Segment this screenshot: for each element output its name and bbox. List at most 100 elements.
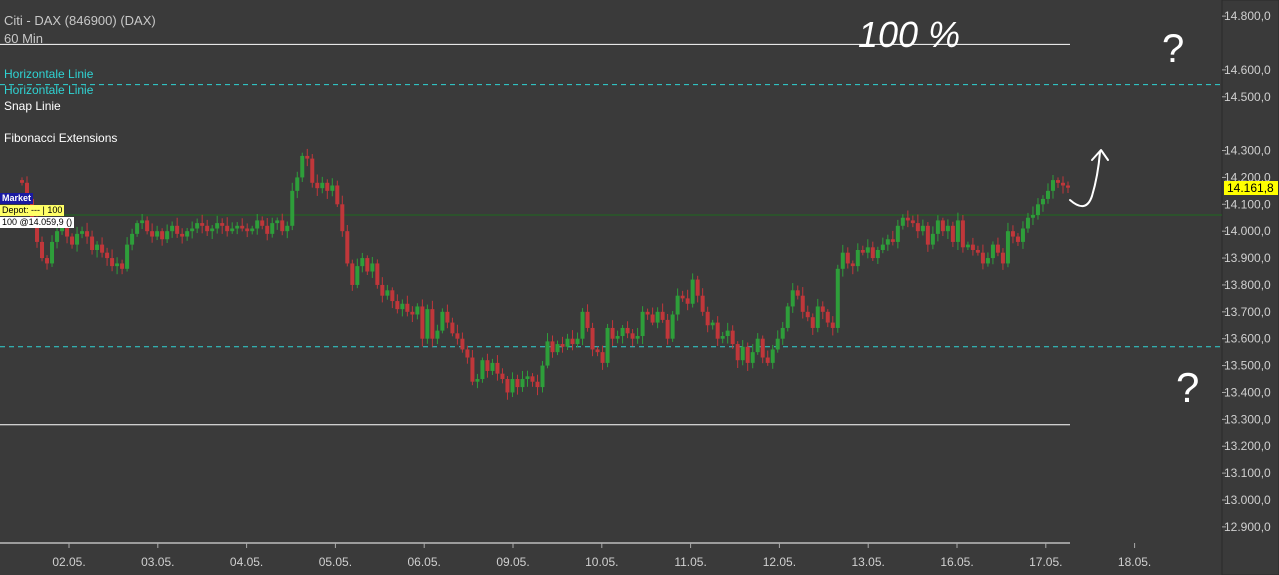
candle[interactable] <box>520 370 525 392</box>
candle[interactable] <box>445 304 450 329</box>
candle[interactable] <box>325 179 330 199</box>
candle[interactable] <box>1010 225 1015 244</box>
candle[interactable] <box>790 283 795 313</box>
candle[interactable] <box>565 333 570 350</box>
candle[interactable] <box>320 176 325 194</box>
candle[interactable] <box>725 322 730 344</box>
candle[interactable] <box>420 299 425 347</box>
position-tag[interactable]: 100 @14.059,9 () <box>0 217 75 228</box>
candle[interactable] <box>500 368 505 384</box>
candle[interactable] <box>785 302 790 332</box>
candle[interactable] <box>600 345 605 370</box>
candle[interactable] <box>965 241 970 250</box>
candle[interactable] <box>175 217 180 238</box>
candle[interactable] <box>260 216 265 230</box>
legend-horizontal-line-1[interactable]: Horizontale Linie <box>4 67 94 81</box>
candle[interactable] <box>845 247 850 269</box>
candle[interactable] <box>900 214 905 230</box>
candle[interactable] <box>710 319 715 330</box>
candle[interactable] <box>610 320 615 346</box>
candle[interactable] <box>405 295 410 317</box>
candle[interactable] <box>70 233 75 249</box>
candle[interactable] <box>365 255 370 275</box>
candle[interactable] <box>765 350 770 366</box>
candle[interactable] <box>575 332 580 348</box>
candle[interactable] <box>680 290 685 302</box>
candle[interactable] <box>1055 177 1060 188</box>
candle[interactable] <box>580 308 585 346</box>
candle[interactable] <box>815 298 820 333</box>
candle[interactable] <box>1020 221 1025 249</box>
candle[interactable] <box>450 317 455 337</box>
candle[interactable] <box>125 237 130 272</box>
candle[interactable] <box>1005 222 1010 268</box>
candle[interactable] <box>780 322 785 345</box>
candle[interactable] <box>720 331 725 344</box>
candle[interactable] <box>740 340 745 366</box>
candle[interactable] <box>650 307 655 326</box>
candle[interactable] <box>350 259 355 291</box>
candle[interactable] <box>970 237 975 256</box>
candle[interactable] <box>875 246 880 264</box>
candle[interactable] <box>950 221 955 248</box>
candle[interactable] <box>95 241 100 258</box>
candle[interactable] <box>535 374 540 396</box>
candle[interactable] <box>630 329 635 347</box>
candle[interactable] <box>1030 206 1035 225</box>
candle[interactable] <box>525 370 530 387</box>
candle[interactable] <box>300 152 305 182</box>
candle[interactable] <box>685 289 690 311</box>
candle[interactable] <box>425 304 430 344</box>
candle[interactable] <box>245 223 250 238</box>
legend-horizontal-line-2[interactable]: Horizontale Linie <box>4 83 94 97</box>
candle[interactable] <box>150 223 155 243</box>
candle[interactable] <box>505 376 510 400</box>
candle[interactable] <box>305 148 310 167</box>
candle[interactable] <box>795 285 800 300</box>
candle[interactable] <box>980 244 985 270</box>
candle[interactable] <box>480 357 485 383</box>
candle[interactable] <box>50 235 55 267</box>
candle[interactable] <box>510 372 515 398</box>
candle[interactable] <box>810 313 815 335</box>
candle[interactable] <box>390 287 395 309</box>
candle[interactable] <box>370 256 375 278</box>
candle[interactable] <box>440 308 445 334</box>
candle[interactable] <box>140 213 145 230</box>
candle[interactable] <box>555 340 560 356</box>
candle[interactable] <box>975 245 980 256</box>
candle[interactable] <box>310 154 315 188</box>
candle[interactable] <box>145 216 150 235</box>
candle[interactable] <box>130 228 135 251</box>
candle[interactable] <box>1015 233 1020 246</box>
candle[interactable] <box>745 342 750 371</box>
candle[interactable] <box>640 306 645 345</box>
candle[interactable] <box>675 288 680 321</box>
candle[interactable] <box>615 330 620 344</box>
candle[interactable] <box>435 324 440 345</box>
candle[interactable] <box>1050 174 1055 199</box>
candle[interactable] <box>840 244 845 277</box>
candle[interactable] <box>895 219 900 249</box>
candle[interactable] <box>870 241 875 262</box>
candle[interactable] <box>220 218 225 234</box>
candle[interactable] <box>355 258 360 289</box>
candle[interactable] <box>990 241 995 265</box>
candle[interactable] <box>375 259 380 289</box>
candle[interactable] <box>100 237 105 258</box>
candle[interactable] <box>690 273 695 308</box>
candle[interactable] <box>80 226 85 239</box>
candle[interactable] <box>170 221 175 238</box>
candle[interactable] <box>240 218 245 232</box>
candle[interactable] <box>380 277 385 303</box>
candle[interactable] <box>395 294 400 314</box>
candle[interactable] <box>1060 176 1065 194</box>
candle[interactable] <box>805 305 810 322</box>
candle[interactable] <box>1025 212 1030 233</box>
candle[interactable] <box>455 324 460 345</box>
candle[interactable] <box>135 220 140 237</box>
candle[interactable] <box>920 219 925 236</box>
candle[interactable] <box>885 234 890 251</box>
candle[interactable] <box>945 219 950 239</box>
candle[interactable] <box>255 213 260 235</box>
